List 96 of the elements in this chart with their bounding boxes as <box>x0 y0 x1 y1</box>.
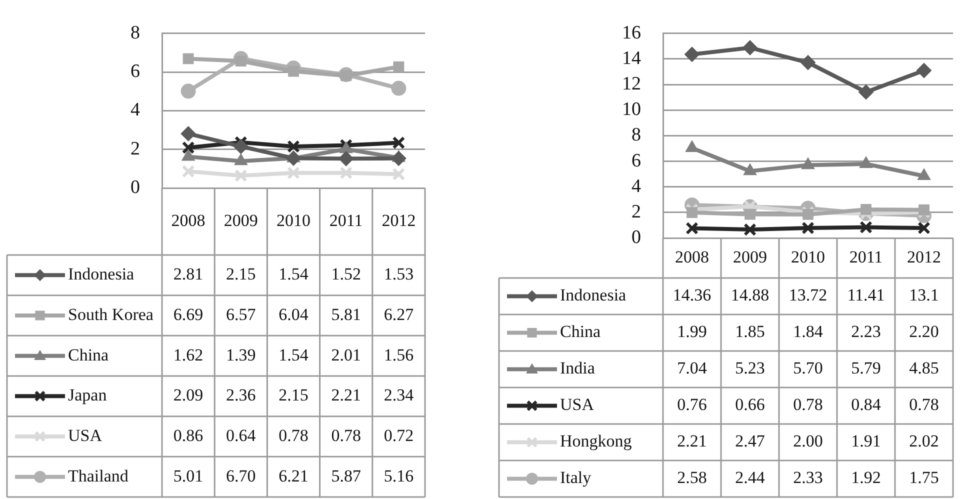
data-label: 1.75 <box>909 468 939 488</box>
data-label: 4.85 <box>909 358 939 378</box>
data-label: 0.72 <box>384 426 414 445</box>
data-label: 6.70 <box>226 466 256 486</box>
data-label: 2.47 <box>735 432 766 451</box>
x-tick-label: 2012 <box>382 210 416 230</box>
data-label: 13.72 <box>788 286 828 305</box>
data-label: 0.78 <box>278 426 308 445</box>
x-tick-label: 2011 <box>849 247 883 266</box>
data-label: 6.27 <box>384 304 414 324</box>
data-label: 2.21 <box>331 386 361 405</box>
data-label: 2.36 <box>226 386 256 405</box>
legend-label: India <box>560 358 596 378</box>
data-label: 2.44 <box>735 468 766 488</box>
data-label: 2.34 <box>384 386 414 405</box>
y-tick-label: 0 <box>632 226 641 248</box>
y-tick-label: 14 <box>622 48 642 69</box>
legend-label: USA <box>560 395 595 414</box>
x-tick-label: 2009 <box>224 210 258 230</box>
y-tick-label: 10 <box>622 99 641 120</box>
data-label: 5.87 <box>331 466 362 486</box>
y-tick-label: 6 <box>632 150 641 172</box>
data-label: 1.62 <box>173 345 204 364</box>
data-label: 1.91 <box>851 432 881 451</box>
legend-label: Hongkong <box>560 432 632 451</box>
x-tick-label: 2008 <box>675 247 709 266</box>
data-label: 0.66 <box>735 395 765 414</box>
y-tick-label: 12 <box>622 74 641 95</box>
x-tick-label: 2012 <box>907 247 941 266</box>
data-label: 2.00 <box>793 432 823 451</box>
data-label: 2.23 <box>851 322 881 342</box>
data-label: 6.21 <box>278 466 308 486</box>
data-label: 5.16 <box>384 466 414 486</box>
data-label: 2.20 <box>909 322 939 342</box>
y-tick-label: 4 <box>632 176 642 197</box>
data-label: 0.86 <box>173 426 204 445</box>
data-label: 1.85 <box>735 322 765 342</box>
data-label: 1.53 <box>384 264 414 284</box>
data-label: 0.78 <box>793 395 823 414</box>
x-tick-label: 2008 <box>171 210 206 230</box>
legend-label: Indonesia <box>560 286 627 305</box>
x-tick-label: 2010 <box>276 210 310 230</box>
legend-label: Indonesia <box>68 264 135 284</box>
y-tick-label: 8 <box>632 124 641 146</box>
data-label: 5.01 <box>173 466 204 486</box>
legend-label: Thailand <box>68 466 129 486</box>
data-label: 11.41 <box>847 286 885 305</box>
x-tick-label: 2011 <box>329 210 363 230</box>
y-tick-label: 4 <box>130 100 140 121</box>
legend-label: China <box>560 322 602 342</box>
data-label: 1.56 <box>384 345 414 364</box>
data-label: 1.99 <box>677 322 707 342</box>
legend-label: South Korea <box>68 304 154 324</box>
data-label: 2.33 <box>793 468 823 488</box>
data-label: 6.04 <box>278 304 309 324</box>
y-tick-label: 6 <box>130 61 140 82</box>
data-label: 5.79 <box>851 358 881 378</box>
data-label: 2.15 <box>226 264 256 284</box>
data-label: 5.70 <box>793 358 823 378</box>
data-label: 0.64 <box>226 426 256 445</box>
x-tick-label: 2009 <box>733 247 767 266</box>
data-label: 2.01 <box>331 345 361 364</box>
y-tick-label: 2 <box>632 201 641 222</box>
data-label: 1.92 <box>851 468 881 488</box>
legend-label: China <box>68 345 110 364</box>
data-label: 2.21 <box>677 432 707 451</box>
y-tick-label: 2 <box>130 138 140 160</box>
data-label: 5.81 <box>331 304 361 324</box>
y-tick-label: 0 <box>130 176 140 198</box>
data-label: 6.69 <box>173 304 204 324</box>
data-label: 6.57 <box>226 304 256 324</box>
y-tick-label: 16 <box>622 22 641 44</box>
x-tick-label: 2010 <box>791 247 825 266</box>
data-label: 7.04 <box>677 358 708 378</box>
data-label: 2.58 <box>677 468 707 488</box>
legend-label: Japan <box>68 386 108 405</box>
data-label: 2.09 <box>173 386 204 405</box>
data-label: 14.88 <box>730 286 770 305</box>
data-label: 1.39 <box>226 345 256 364</box>
data-label: 0.78 <box>331 426 361 445</box>
data-label: 14.36 <box>672 286 712 305</box>
data-label: 2.81 <box>173 264 204 284</box>
legend-label: USA <box>68 426 103 445</box>
data-label: 1.54 <box>278 264 309 284</box>
data-label: 0.76 <box>677 395 707 414</box>
data-label: 0.84 <box>851 395 882 414</box>
data-label: 2.02 <box>909 432 939 451</box>
data-label: 2.15 <box>278 386 308 405</box>
data-label: 1.54 <box>278 345 309 364</box>
data-label: 1.84 <box>793 322 824 342</box>
data-label: 13.1 <box>909 286 939 305</box>
legend-label: Italy <box>560 468 592 488</box>
data-label: 5.23 <box>735 358 765 378</box>
data-label: 0.78 <box>909 395 939 414</box>
y-tick-label: 8 <box>130 22 140 44</box>
data-label: 1.52 <box>331 264 361 284</box>
